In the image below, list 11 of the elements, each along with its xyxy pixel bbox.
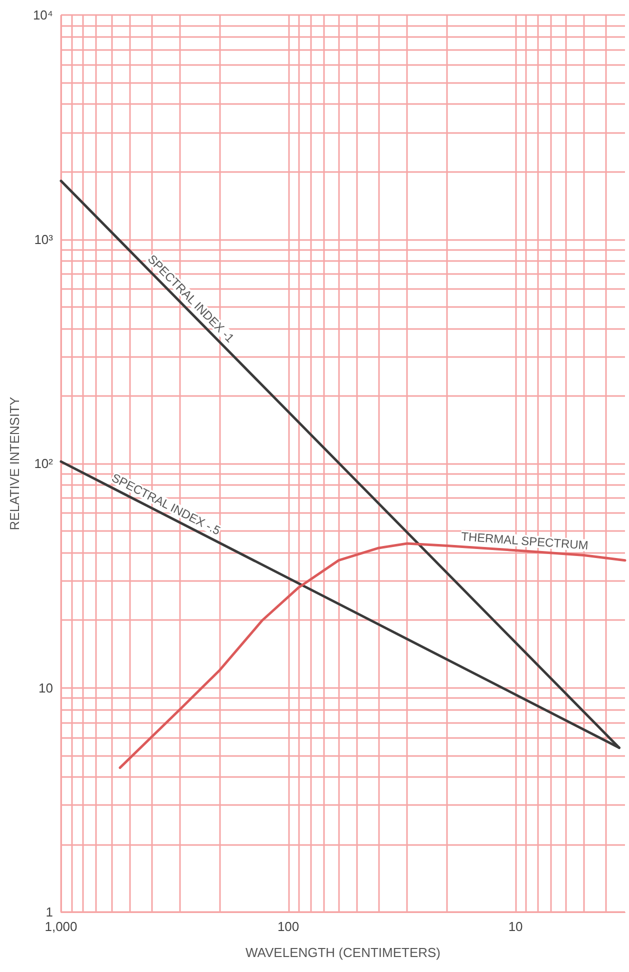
x-axis-title: WAVELENGTH (CENTIMETERS) xyxy=(245,945,441,960)
x-tick-label: 100 xyxy=(277,919,300,934)
y-tick-label: 10 xyxy=(38,680,53,696)
x-tick-label: 1,000 xyxy=(44,919,78,934)
x-tick-label: 10 xyxy=(508,919,523,934)
y-tick-label: 1 xyxy=(46,904,53,920)
y-tick-label: 10⁴ xyxy=(32,8,53,22)
y-tick-label: 10³ xyxy=(34,232,54,247)
y-axis-title: RELATIVE INTENSITY xyxy=(7,396,22,530)
series-label: THERMAL SPECTRUM xyxy=(460,529,589,552)
y-tick-label: 10² xyxy=(34,456,54,471)
